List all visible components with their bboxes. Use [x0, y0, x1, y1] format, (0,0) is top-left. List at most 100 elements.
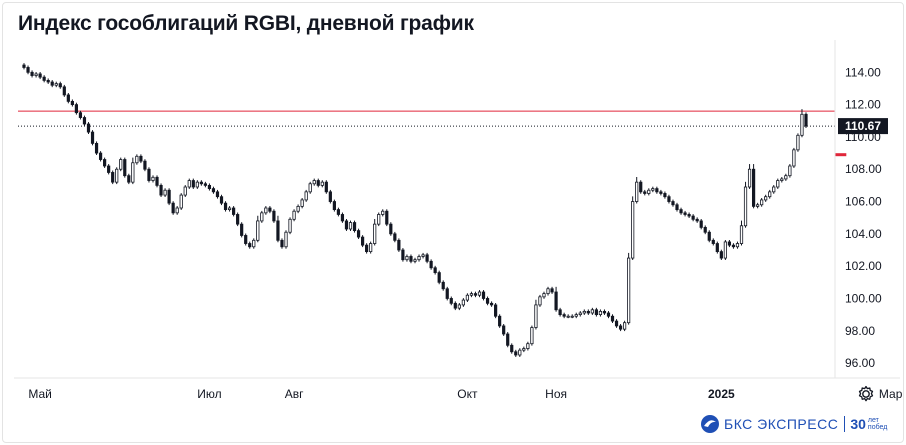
- candle-body: [562, 314, 566, 317]
- candle-body: [195, 181, 199, 188]
- candle-body: [413, 259, 417, 262]
- candle-body: [760, 199, 764, 206]
- candle-body: [381, 210, 385, 215]
- candle-body: [590, 309, 594, 314]
- candle-body: [74, 104, 79, 114]
- candle-body: [498, 315, 502, 327]
- candle-body: [232, 207, 236, 215]
- bks-logo-icon: [701, 415, 719, 433]
- candle-body: [671, 201, 675, 206]
- y-tick-label: 96.00: [845, 356, 875, 370]
- candle-body: [449, 298, 453, 304]
- candle-body: [477, 291, 482, 296]
- candle-body: [554, 291, 558, 311]
- candle-body: [171, 202, 175, 214]
- candle-body: [425, 254, 429, 262]
- candle-body: [780, 178, 784, 181]
- candle-body: [34, 73, 38, 76]
- candle-body: [147, 168, 151, 181]
- candle-body: [111, 172, 115, 183]
- candle-body: [115, 168, 119, 183]
- candle-body: [248, 243, 252, 248]
- last-price-badge: 110.67: [838, 118, 888, 135]
- candle-body: [526, 343, 530, 349]
- y-tick-label: 112.00: [845, 98, 881, 112]
- candle-body: [155, 176, 159, 186]
- candle-body: [651, 188, 655, 191]
- candle-body: [461, 299, 465, 306]
- candle-body: [538, 296, 542, 306]
- candle-body: [409, 256, 413, 262]
- candle-body: [663, 193, 667, 198]
- x-tick-label: Ноя: [545, 387, 567, 401]
- candle-body: [175, 207, 179, 214]
- candle-body: [352, 222, 357, 232]
- candle-body: [606, 312, 611, 317]
- candle-body: [602, 310, 607, 314]
- candle-body: [123, 159, 127, 177]
- candle-body: [365, 244, 369, 253]
- candle-body: [369, 243, 373, 253]
- candle-body: [22, 64, 26, 68]
- candle-body: [473, 293, 478, 296]
- candle-body: [735, 243, 740, 248]
- candle-body: [268, 207, 272, 212]
- candle-body: [437, 272, 441, 283]
- candle-body: [135, 155, 139, 164]
- candle-body: [489, 302, 494, 306]
- candle-body: [292, 210, 296, 220]
- candle-body: [586, 310, 590, 314]
- last-price-badge-bg: [838, 118, 888, 135]
- candle-body: [50, 81, 54, 86]
- candle-body: [687, 214, 691, 217]
- candle-body: [203, 183, 207, 186]
- candle-body: [280, 239, 284, 248]
- candle-body: [163, 189, 167, 196]
- candle-body: [792, 149, 796, 167]
- candle-body: [659, 191, 663, 194]
- candle-body: [756, 204, 760, 207]
- y-tick-label: 108.00: [845, 162, 882, 176]
- candle-body: [46, 79, 50, 83]
- candle-body: [256, 220, 260, 241]
- candle-body: [429, 260, 433, 269]
- candle-body: [324, 181, 328, 193]
- candle-body: [719, 251, 723, 259]
- candle-body: [360, 236, 365, 246]
- candle-body: [405, 256, 409, 261]
- candle-body: [635, 181, 639, 202]
- candle-body: [485, 298, 490, 304]
- candle-body: [340, 214, 345, 222]
- candle-body: [598, 310, 603, 316]
- gear-icon[interactable]: [856, 384, 876, 404]
- candle-body: [78, 112, 83, 118]
- candle-body: [683, 212, 687, 215]
- y-tick-label: 104.00: [845, 227, 882, 241]
- candle-body: [276, 220, 280, 241]
- candle-body: [316, 180, 320, 186]
- candle-body: [534, 304, 538, 328]
- candle-body: [143, 160, 147, 170]
- candle-body: [320, 181, 324, 186]
- candle-body: [417, 256, 421, 261]
- candle-body: [457, 304, 461, 309]
- candle-body: [764, 196, 768, 201]
- candle-body: [260, 212, 264, 222]
- candle-body: [647, 189, 651, 194]
- candle-body: [401, 249, 405, 261]
- candle-body: [691, 215, 695, 220]
- candle-body: [62, 86, 66, 96]
- candle-body: [183, 186, 187, 196]
- x-tick-label: Июл: [197, 387, 221, 401]
- candle-body: [707, 231, 711, 241]
- candle-body: [94, 142, 99, 154]
- candle-body: [252, 239, 256, 248]
- candle-body: [348, 222, 353, 230]
- candle-body: [223, 202, 228, 211]
- candle-body: [804, 113, 808, 127]
- candle-body: [514, 351, 518, 356]
- candle-body: [747, 168, 752, 188]
- candle-body: [139, 155, 143, 162]
- x-tick-label: Мар: [879, 387, 903, 401]
